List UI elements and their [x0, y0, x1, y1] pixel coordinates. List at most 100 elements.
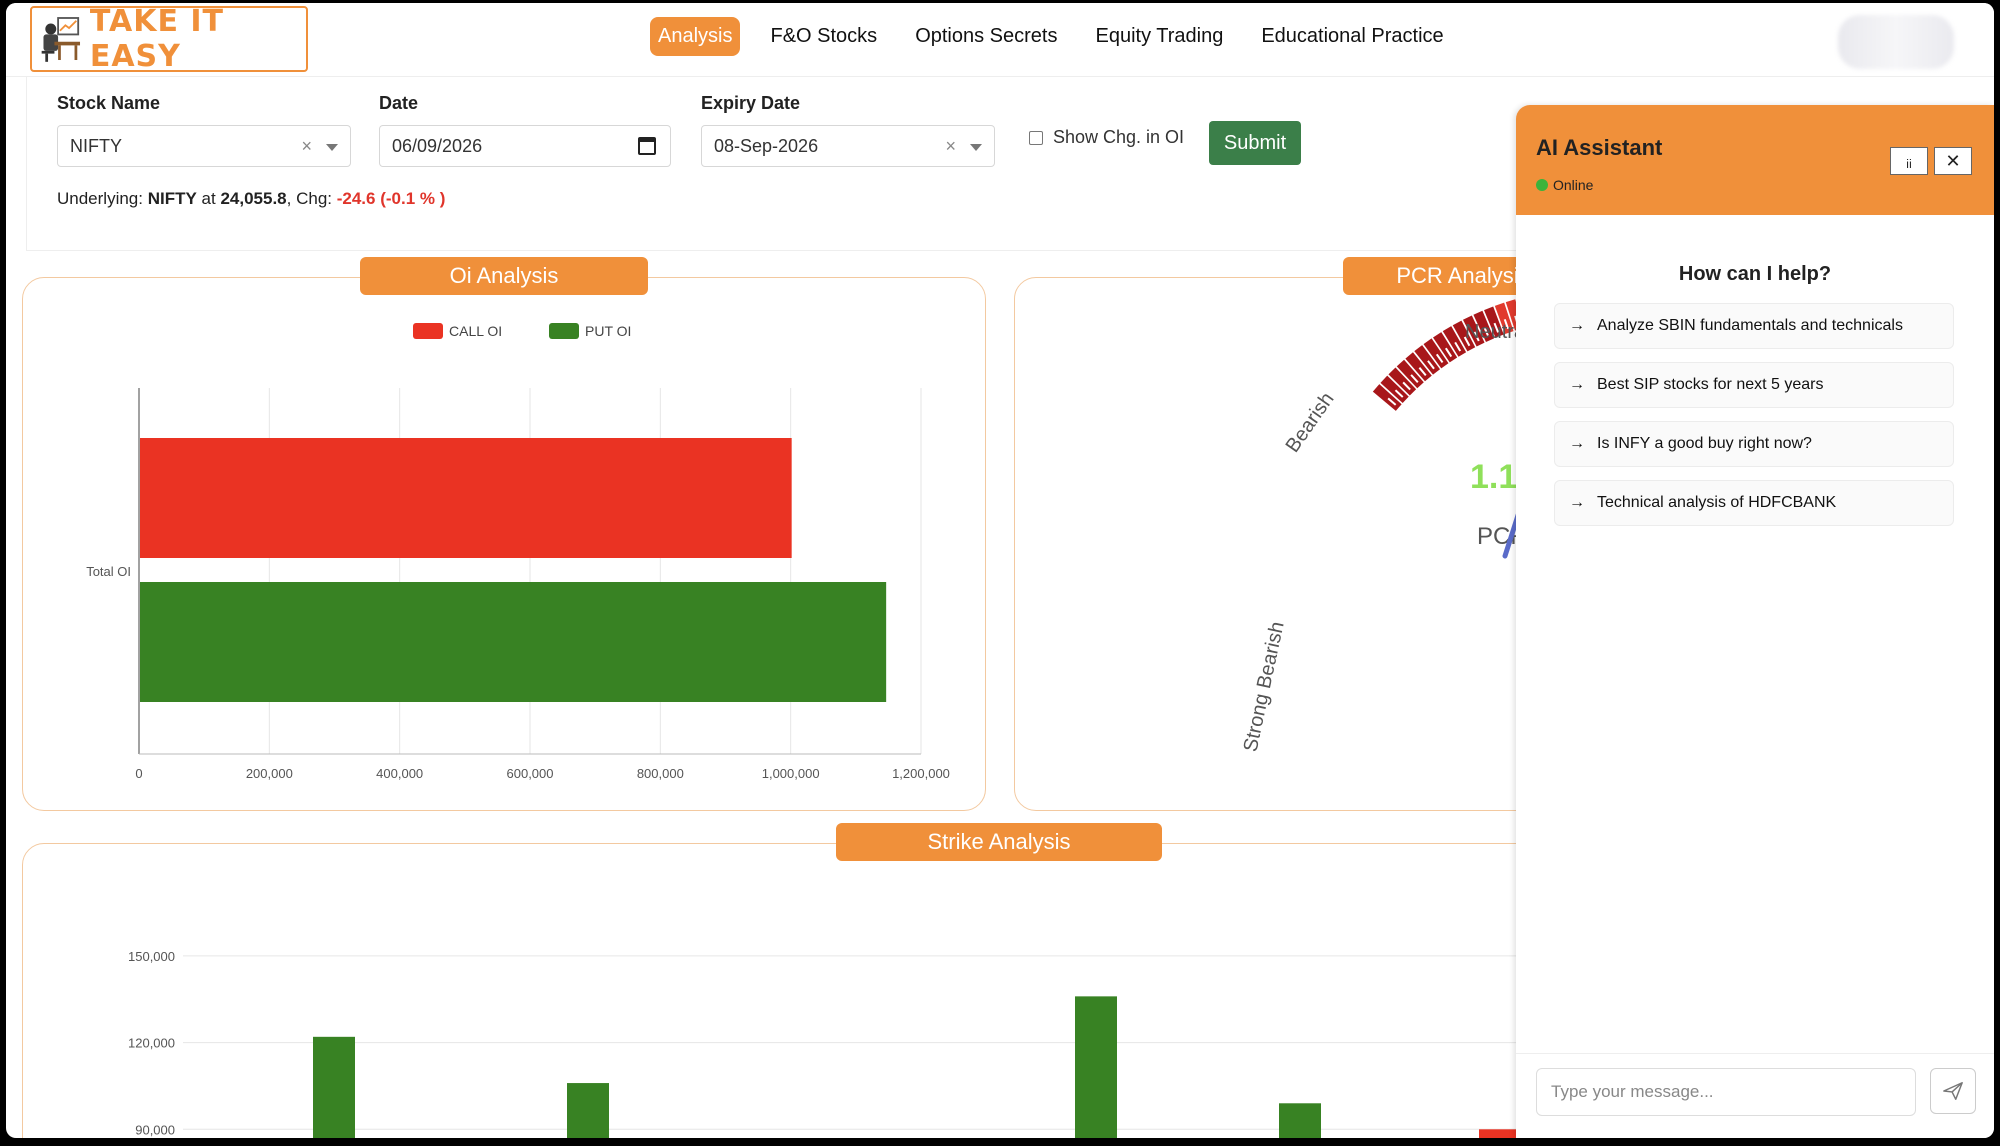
- underlying-chg-label: , Chg:: [286, 189, 337, 208]
- zone-strong-bearish: Strong Bearish: [1240, 620, 1289, 754]
- y-tick-label: 150,000: [128, 949, 175, 964]
- filter-bar: Stock Name NIFTY × Date 06/09/2026 Expir…: [26, 77, 1586, 251]
- stock-name-label: Stock Name: [57, 93, 161, 113]
- zone-neutral: Neutral: [1465, 321, 1529, 343]
- trader-desk-icon: [41, 17, 81, 62]
- main-nav: Analysis F&O Stocks Options Secrets Equi…: [650, 17, 1474, 56]
- chevron-down-icon[interactable]: [970, 144, 982, 151]
- strike-chart: 90,000 120,000 150,000: [128, 949, 1595, 1138]
- legend-swatch: [549, 323, 579, 339]
- brand-name: TAKE IT EASY: [89, 4, 225, 74]
- gauge-tick: [1473, 331, 1480, 342]
- expiry-date-label: Expiry Date: [701, 93, 801, 113]
- gauge-tick: [1463, 336, 1471, 347]
- arrow-right-icon: →: [1569, 317, 1585, 334]
- pcr-analysis-panel: Strong Bearish Bearish Neutral 1.15 PCR: [1014, 277, 1595, 811]
- message-input[interactable]: [1536, 1068, 1916, 1116]
- oi-analysis-panel: 0 200,000 400,000 600,000 800,000 1,000,000 1,…: [22, 277, 986, 811]
- gauge-tick: [1503, 318, 1509, 330]
- app-window: TAKE IT EASY Analysis F&O Stocks Options…: [6, 3, 1994, 1138]
- suggestion-text: Best SIP stocks for next 5 years: [1597, 376, 1824, 393]
- x-tick-label: 1,200,000: [892, 766, 950, 781]
- legend-label: CALL OI: [449, 323, 502, 339]
- date-label: Date: [379, 93, 419, 113]
- suggestion-item[interactable]: → Analyze SBIN fundamentals and technica…: [1554, 303, 1954, 349]
- nav-analysis[interactable]: Analysis: [650, 17, 741, 56]
- bar-call-oi: [140, 438, 792, 558]
- strike-analysis-panel: 90,000 120,000 150,000: [22, 843, 1595, 1138]
- x-tick-label: 800,000: [637, 766, 684, 781]
- ai-assistant-panel: AI Assistant Online ᵢᵢ ✕ How can I help?…: [1516, 105, 1994, 1138]
- suggestion-text: Technical analysis of HDFCBANK: [1597, 494, 1837, 511]
- nav-options-secrets[interactable]: Options Secrets: [915, 25, 1058, 47]
- arrow-right-icon: →: [1569, 435, 1585, 452]
- x-tick-label: 600,000: [507, 766, 554, 781]
- brand-logo[interactable]: TAKE IT EASY: [30, 4, 308, 74]
- stock-name-select[interactable]: NIFTY ×: [57, 125, 351, 167]
- user-profile[interactable]: [1838, 15, 1954, 69]
- stock-name-value: NIFTY: [70, 135, 122, 156]
- top-header: TAKE IT EASY Analysis F&O Stocks Options…: [6, 3, 1994, 77]
- gauge-tick: [1427, 360, 1435, 370]
- suggestion-text: Is INFY a good buy right now?: [1597, 435, 1812, 452]
- underlying-price: 24,055.8: [220, 189, 287, 208]
- underlying-prefix: Underlying:: [57, 189, 148, 208]
- nav-fo-stocks[interactable]: F&O Stocks: [770, 25, 878, 47]
- gauge-segment: [1494, 302, 1514, 335]
- arrow-right-icon: →: [1569, 494, 1585, 511]
- x-tick-label: 1,000,000: [762, 766, 820, 781]
- clear-icon[interactable]: ×: [945, 135, 956, 156]
- suggestion-item[interactable]: → Best SIP stocks for next 5 years: [1554, 362, 1954, 408]
- send-button[interactable]: [1930, 1068, 1976, 1114]
- arrow-right-icon: →: [1569, 376, 1585, 393]
- suggestion-item[interactable]: → Technical analysis of HDFCBANK: [1554, 480, 1954, 526]
- underlying-change: -24.6 (-0.1 % ): [336, 189, 446, 208]
- ai-input-bar: [1516, 1053, 1994, 1138]
- zone-bearish: Bearish: [1282, 388, 1339, 456]
- ai-help-heading: How can I help?: [1678, 263, 1832, 285]
- x-tick-label: 0: [135, 766, 142, 781]
- chevron-down-icon[interactable]: [326, 144, 338, 151]
- x-tick-label: 200,000: [246, 766, 293, 781]
- ai-assistant-title: AI Assistant: [1536, 135, 1663, 160]
- show-chg-in-oi-label: Show Chg. in OI: [1053, 127, 1185, 147]
- date-input[interactable]: 06/09/2026: [379, 125, 671, 167]
- oi-analysis-title: Oi Analysis: [360, 257, 648, 295]
- expiry-date-value: 08-Sep-2026: [714, 135, 819, 156]
- strike-bar-put-oi: [313, 1036, 355, 1138]
- gauge-tick: [1493, 322, 1500, 333]
- close-button[interactable]: ✕: [1934, 147, 1972, 175]
- suggestion-item[interactable]: → Is INFY a good buy right now?: [1554, 421, 1954, 467]
- nav-educational-practice[interactable]: Educational Practice: [1261, 25, 1444, 47]
- clear-icon[interactable]: ×: [301, 135, 312, 156]
- calendar-icon[interactable]: [638, 137, 656, 155]
- underlying-at: at: [196, 189, 221, 208]
- gauge-segment: [1452, 320, 1476, 352]
- gauge-segment: [1484, 306, 1504, 338]
- checkbox-box[interactable]: [1029, 130, 1043, 145]
- strike-bar-put-oi: [567, 1083, 609, 1138]
- show-chg-in-oi-checkbox[interactable]: Show Chg. in OI: [1029, 127, 1184, 148]
- gauge-tick: [1402, 381, 1411, 391]
- expiry-date-select[interactable]: 08-Sep-2026 ×: [701, 125, 995, 167]
- date-value: 06/09/2026: [392, 135, 483, 156]
- minimize-button[interactable]: ᵢᵢ: [1890, 147, 1928, 175]
- strike-analysis-title: Strike Analysis: [836, 823, 1162, 861]
- gauge-tick: [1483, 326, 1490, 337]
- legend-swatch: [413, 323, 443, 339]
- strike-bar-put-oi: [1279, 1103, 1321, 1138]
- x-tick-label: 400,000: [376, 766, 423, 781]
- gauge-tick: [1410, 374, 1419, 383]
- gauge-tick: [1435, 353, 1444, 364]
- ai-assistant-header: AI Assistant Online ᵢᵢ ✕: [1516, 105, 1994, 215]
- nav-equity-trading[interactable]: Equity Trading: [1095, 25, 1224, 47]
- ai-status: Online: [1536, 177, 1593, 193]
- gauge-tick: [1444, 347, 1453, 358]
- bar-put-oi: [140, 582, 887, 702]
- oi-chart: 0 200,000 400,000 600,000 800,000 1,000,000 1,…: [86, 323, 950, 781]
- submit-button[interactable]: Submit: [1209, 121, 1301, 165]
- y-category-label: Total OI: [86, 564, 131, 579]
- underlying-symbol: NIFTY: [147, 189, 197, 208]
- underlying-info: Underlying: NIFTY at 24,055.8, Chg: -24.…: [57, 189, 445, 209]
